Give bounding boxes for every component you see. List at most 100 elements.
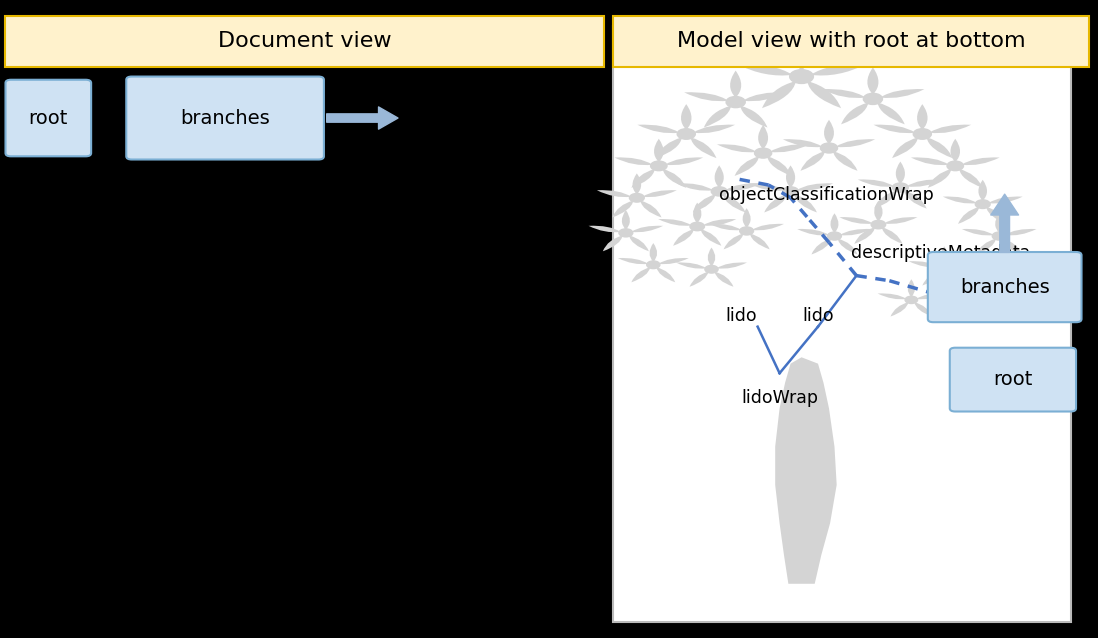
- Circle shape: [938, 264, 951, 272]
- PathPatch shape: [631, 169, 654, 188]
- PathPatch shape: [881, 89, 925, 98]
- PathPatch shape: [988, 197, 1022, 204]
- Circle shape: [893, 183, 908, 192]
- PathPatch shape: [693, 124, 735, 133]
- PathPatch shape: [906, 179, 943, 187]
- PathPatch shape: [994, 254, 1000, 271]
- PathPatch shape: [657, 267, 675, 283]
- PathPatch shape: [795, 38, 808, 71]
- Circle shape: [990, 271, 1004, 278]
- PathPatch shape: [673, 229, 694, 246]
- FancyBboxPatch shape: [613, 26, 1071, 622]
- Text: root: root: [29, 108, 68, 128]
- Circle shape: [828, 232, 841, 240]
- FancyBboxPatch shape: [5, 80, 91, 156]
- PathPatch shape: [768, 156, 792, 176]
- Circle shape: [914, 129, 931, 139]
- PathPatch shape: [717, 262, 747, 269]
- PathPatch shape: [665, 158, 703, 165]
- PathPatch shape: [810, 64, 865, 75]
- PathPatch shape: [896, 161, 905, 184]
- PathPatch shape: [603, 235, 623, 251]
- PathPatch shape: [748, 183, 785, 191]
- PathPatch shape: [811, 239, 831, 255]
- PathPatch shape: [943, 197, 977, 204]
- PathPatch shape: [867, 68, 878, 94]
- PathPatch shape: [962, 229, 994, 235]
- Circle shape: [705, 265, 718, 273]
- Circle shape: [740, 227, 753, 235]
- PathPatch shape: [950, 261, 979, 267]
- PathPatch shape: [758, 125, 769, 149]
- PathPatch shape: [657, 137, 682, 158]
- Text: lido: lido: [803, 308, 833, 325]
- PathPatch shape: [978, 180, 987, 201]
- Circle shape: [690, 222, 705, 231]
- PathPatch shape: [597, 190, 631, 197]
- PathPatch shape: [794, 195, 817, 212]
- Circle shape: [677, 129, 695, 139]
- PathPatch shape: [833, 151, 858, 171]
- PathPatch shape: [740, 106, 768, 128]
- PathPatch shape: [830, 213, 839, 233]
- Circle shape: [783, 187, 798, 196]
- PathPatch shape: [632, 174, 641, 195]
- PathPatch shape: [940, 246, 949, 265]
- PathPatch shape: [928, 169, 951, 188]
- PathPatch shape: [676, 262, 706, 269]
- Circle shape: [647, 261, 660, 269]
- PathPatch shape: [690, 272, 708, 287]
- Text: branches: branches: [180, 108, 270, 128]
- PathPatch shape: [800, 151, 825, 171]
- PathPatch shape: [962, 158, 999, 165]
- PathPatch shape: [762, 81, 796, 108]
- PathPatch shape: [707, 248, 716, 266]
- PathPatch shape: [836, 139, 875, 147]
- Circle shape: [946, 161, 964, 171]
- Circle shape: [871, 220, 886, 229]
- PathPatch shape: [976, 277, 994, 291]
- PathPatch shape: [882, 227, 903, 244]
- PathPatch shape: [715, 272, 733, 287]
- PathPatch shape: [893, 137, 918, 158]
- PathPatch shape: [613, 200, 634, 218]
- PathPatch shape: [663, 169, 686, 188]
- FancyBboxPatch shape: [613, 16, 1089, 67]
- PathPatch shape: [797, 229, 829, 235]
- PathPatch shape: [796, 183, 833, 191]
- PathPatch shape: [890, 302, 908, 316]
- Text: branches: branches: [960, 278, 1050, 297]
- PathPatch shape: [764, 195, 787, 212]
- FancyArrowPatch shape: [327, 107, 397, 129]
- PathPatch shape: [915, 302, 932, 316]
- PathPatch shape: [963, 268, 993, 274]
- PathPatch shape: [722, 195, 746, 212]
- PathPatch shape: [631, 226, 663, 232]
- Circle shape: [993, 232, 1006, 240]
- PathPatch shape: [995, 213, 1004, 233]
- PathPatch shape: [1001, 268, 1031, 274]
- PathPatch shape: [717, 144, 757, 152]
- PathPatch shape: [658, 219, 692, 226]
- PathPatch shape: [960, 169, 983, 188]
- PathPatch shape: [730, 71, 741, 98]
- PathPatch shape: [1000, 277, 1018, 291]
- PathPatch shape: [838, 239, 858, 255]
- PathPatch shape: [654, 139, 663, 162]
- Circle shape: [726, 96, 746, 108]
- PathPatch shape: [959, 207, 979, 224]
- PathPatch shape: [927, 137, 952, 158]
- Circle shape: [863, 93, 883, 105]
- PathPatch shape: [874, 201, 883, 221]
- PathPatch shape: [709, 224, 741, 230]
- Circle shape: [754, 148, 772, 158]
- Text: root: root: [994, 370, 1032, 389]
- PathPatch shape: [916, 293, 945, 299]
- FancyArrowPatch shape: [990, 194, 1019, 253]
- PathPatch shape: [877, 293, 907, 299]
- PathPatch shape: [854, 227, 875, 244]
- PathPatch shape: [704, 106, 731, 128]
- PathPatch shape: [858, 179, 895, 187]
- PathPatch shape: [659, 258, 688, 264]
- Circle shape: [712, 187, 727, 196]
